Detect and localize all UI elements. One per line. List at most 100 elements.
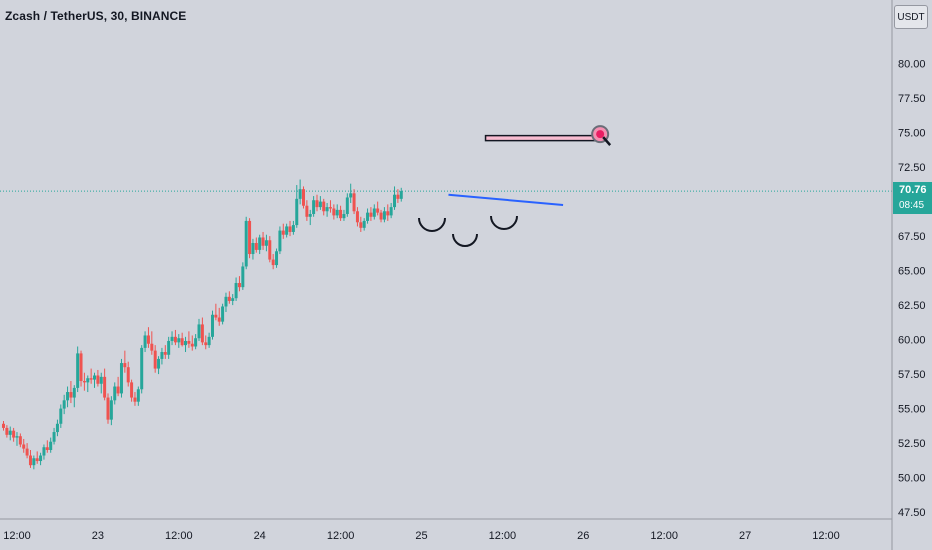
candle[interactable] xyxy=(359,216,363,232)
candle[interactable] xyxy=(288,220,292,237)
candle[interactable] xyxy=(342,209,346,221)
candle[interactable] xyxy=(275,248,279,268)
candle[interactable] xyxy=(362,218,366,231)
candle[interactable] xyxy=(318,196,322,210)
candle[interactable] xyxy=(315,194,319,212)
trendline-neckline[interactable] xyxy=(448,193,564,207)
candle[interactable] xyxy=(146,327,150,348)
candle[interactable] xyxy=(264,234,268,252)
candle[interactable] xyxy=(328,200,332,213)
candle[interactable] xyxy=(376,201,380,216)
candle[interactable] xyxy=(369,207,373,221)
candle[interactable] xyxy=(153,345,157,373)
candle[interactable] xyxy=(59,404,63,428)
candle[interactable] xyxy=(322,198,326,216)
candle[interactable] xyxy=(184,336,188,353)
candle[interactable] xyxy=(194,334,198,350)
candle[interactable] xyxy=(244,216,248,270)
candle[interactable] xyxy=(254,237,258,253)
candle[interactable] xyxy=(52,427,56,445)
candle[interactable] xyxy=(35,451,39,464)
candle[interactable] xyxy=(227,291,231,304)
candle[interactable] xyxy=(82,372,86,391)
candle[interactable] xyxy=(136,386,140,406)
currency-button[interactable]: USDT xyxy=(894,5,928,29)
candle[interactable] xyxy=(305,200,309,221)
candle[interactable] xyxy=(389,202,393,219)
candle[interactable] xyxy=(302,186,306,209)
candle[interactable] xyxy=(119,358,123,398)
candle[interactable] xyxy=(298,179,302,205)
candle[interactable] xyxy=(173,329,177,346)
target-icon[interactable] xyxy=(591,125,612,146)
candle[interactable] xyxy=(69,381,73,404)
candle[interactable] xyxy=(197,318,201,341)
candle[interactable] xyxy=(66,386,70,408)
candle[interactable] xyxy=(399,187,403,202)
candle[interactable] xyxy=(72,385,76,408)
candle[interactable] xyxy=(86,375,90,393)
candle[interactable] xyxy=(335,204,339,219)
candle[interactable] xyxy=(248,218,252,259)
candle[interactable] xyxy=(180,332,184,347)
candle[interactable] xyxy=(133,392,137,406)
candle[interactable] xyxy=(167,336,171,359)
candle[interactable] xyxy=(39,452,43,466)
candle[interactable] xyxy=(204,335,208,350)
candle[interactable] xyxy=(295,185,299,228)
candle[interactable] xyxy=(143,331,147,353)
candle[interactable] xyxy=(126,361,130,387)
candle[interactable] xyxy=(217,307,221,326)
candle[interactable] xyxy=(140,345,144,394)
candle[interactable] xyxy=(45,440,49,453)
candle[interactable] xyxy=(25,443,29,459)
candle[interactable] xyxy=(210,310,214,340)
candle[interactable] xyxy=(28,450,32,468)
candle[interactable] xyxy=(355,207,359,227)
candle[interactable] xyxy=(352,189,356,215)
candle[interactable] xyxy=(278,226,282,255)
candle[interactable] xyxy=(76,346,80,393)
candle[interactable] xyxy=(261,231,265,250)
candle[interactable] xyxy=(49,437,53,453)
candle[interactable] xyxy=(79,350,83,387)
candle[interactable] xyxy=(285,223,289,238)
candle[interactable] xyxy=(42,444,46,460)
candle[interactable] xyxy=(32,455,36,470)
candle[interactable] xyxy=(55,419,59,437)
candle[interactable] xyxy=(170,331,174,346)
candle[interactable] xyxy=(18,433,22,448)
target-line[interactable] xyxy=(484,134,598,142)
candlestick-series[interactable] xyxy=(2,179,403,470)
candle[interactable] xyxy=(268,236,272,263)
candle[interactable] xyxy=(116,376,120,397)
candle[interactable] xyxy=(345,193,349,217)
candle[interactable] xyxy=(62,394,66,415)
candle[interactable] xyxy=(130,379,134,402)
candle[interactable] xyxy=(251,238,255,260)
candle[interactable] xyxy=(103,368,107,401)
left-shoulder-arc[interactable] xyxy=(418,217,446,232)
candle[interactable] xyxy=(163,345,167,359)
candle[interactable] xyxy=(187,331,191,348)
candle[interactable] xyxy=(241,262,245,290)
candle[interactable] xyxy=(396,189,400,203)
candle[interactable] xyxy=(89,368,93,384)
candle[interactable] xyxy=(8,426,12,441)
candle[interactable] xyxy=(2,421,5,431)
candle[interactable] xyxy=(271,254,275,270)
candle[interactable] xyxy=(386,204,390,221)
candle[interactable] xyxy=(160,347,164,365)
candle[interactable] xyxy=(281,223,285,239)
candle[interactable] xyxy=(106,393,110,424)
candle[interactable] xyxy=(224,292,228,312)
candle[interactable] xyxy=(325,202,329,217)
right-shoulder-arc[interactable] xyxy=(490,215,518,230)
candle[interactable] xyxy=(312,196,316,217)
candle[interactable] xyxy=(12,427,16,442)
candle[interactable] xyxy=(99,372,103,394)
candle[interactable] xyxy=(96,369,100,387)
candle[interactable] xyxy=(379,209,383,223)
candle[interactable] xyxy=(15,432,19,446)
